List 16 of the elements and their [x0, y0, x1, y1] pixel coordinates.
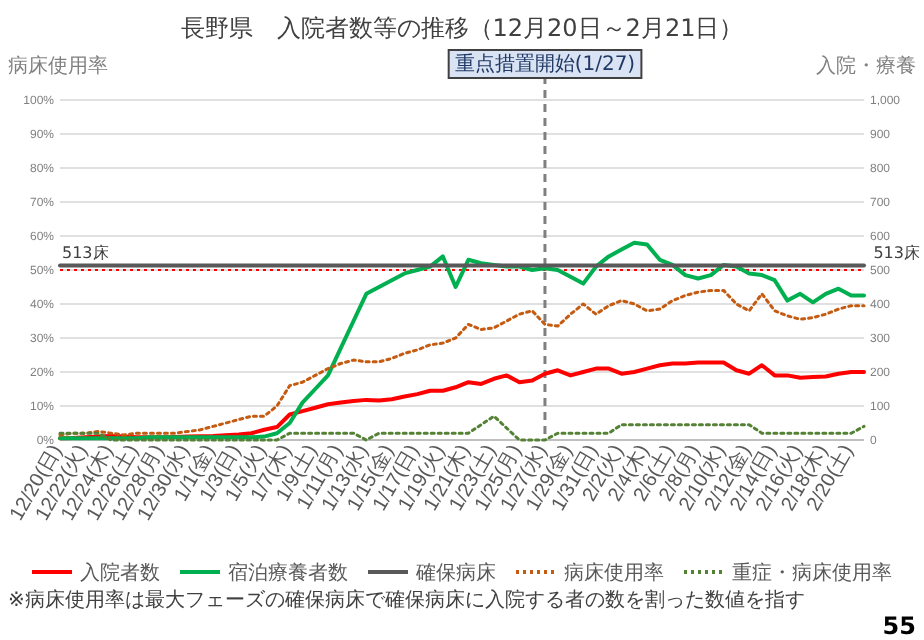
- legend-label: 宿泊療養者数: [228, 561, 348, 585]
- annotation: 513床: [62, 243, 109, 262]
- y2-axis-title: 入院・療養: [816, 54, 916, 78]
- text: ※病床使用率は最大フェーズの確保病床で確保病床に入院する者の数を割った数値を指す: [8, 588, 805, 612]
- chart-title: 長野県 入院者数等の推移（12月20日～2月21日）: [180, 14, 744, 42]
- line-series: [58, 414, 866, 442]
- legend-label: 入院者数: [80, 561, 160, 585]
- legend-label: 病床使用率: [564, 561, 664, 585]
- text: 55: [882, 612, 916, 640]
- line-series: [58, 240, 866, 441]
- ref-line-label: 重点措置開始(1/27): [454, 52, 636, 76]
- text: 513床: [873, 243, 920, 262]
- y-axis-title: 病床使用率: [8, 54, 108, 78]
- legend-label: 重症・病床使用率: [732, 561, 892, 585]
- line-series: [58, 288, 866, 437]
- legend-label: 確保病床: [414, 561, 496, 585]
